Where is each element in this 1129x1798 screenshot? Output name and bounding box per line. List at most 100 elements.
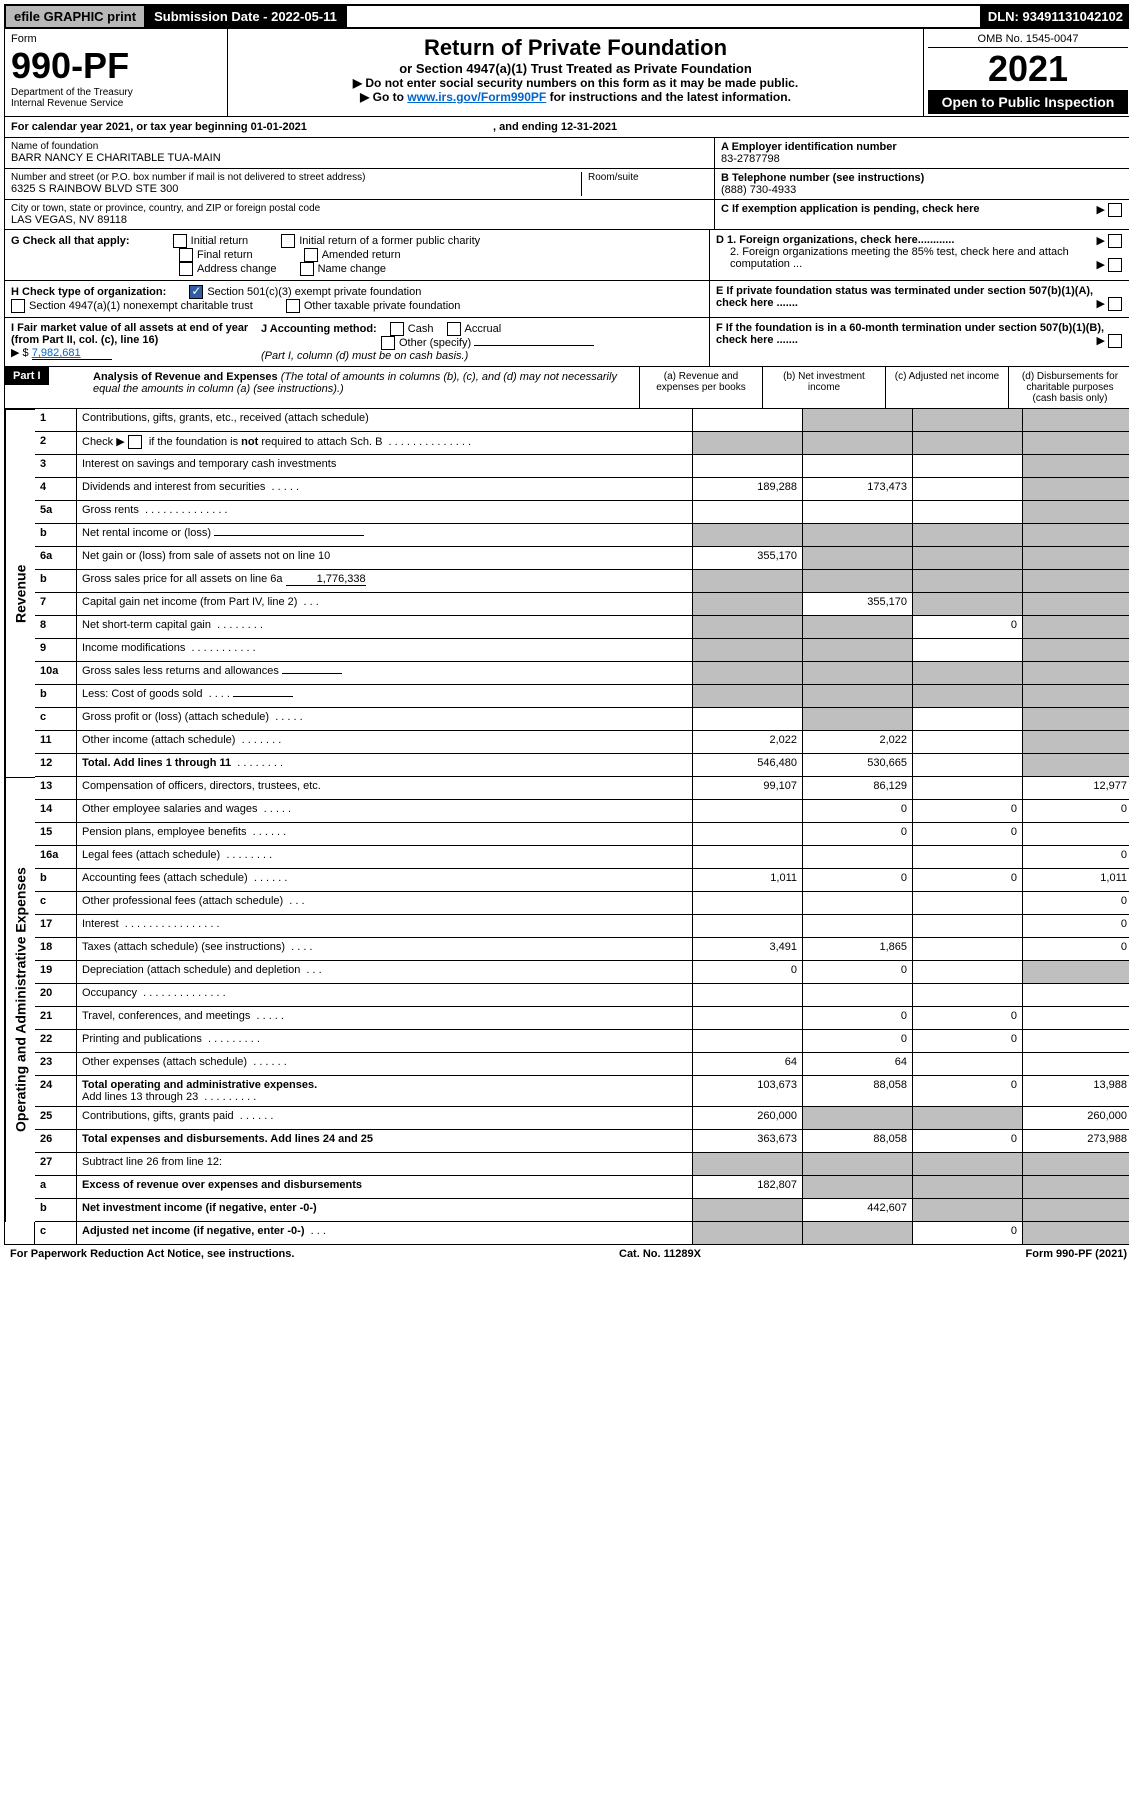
v7c — [913, 593, 1023, 616]
v6bc — [913, 570, 1023, 593]
desc-16c: Other professional fees (attach schedule… — [77, 892, 693, 915]
v15d — [1023, 823, 1129, 846]
form-subtitle: or Section 4947(a)(1) Trust Treated as P… — [238, 61, 913, 76]
desc-27a: Excess of revenue over expenses and disb… — [77, 1176, 693, 1199]
v25a: 260,000 — [693, 1107, 803, 1130]
v16bd: 1,011 — [1023, 869, 1129, 892]
v27ac — [913, 1176, 1023, 1199]
v4a: 189,288 — [693, 478, 803, 501]
c-checkbox[interactable] — [1108, 203, 1122, 217]
v7a — [693, 593, 803, 616]
ln-27: 27 — [35, 1153, 77, 1176]
v22c: 0 — [913, 1030, 1023, 1053]
desc-19: Depreciation (attach schedule) and deple… — [77, 961, 693, 984]
j-cash-checkbox[interactable] — [390, 322, 404, 336]
v27ba — [693, 1199, 803, 1222]
i-value-link[interactable]: 7,982,681 — [32, 347, 112, 360]
v27bd — [1023, 1199, 1129, 1222]
v20c — [913, 984, 1023, 1007]
efile-print-button[interactable]: efile GRAPHIC print — [6, 6, 146, 27]
v16cd: 0 — [1023, 892, 1129, 915]
h-501c3-checkbox[interactable] — [189, 285, 203, 299]
desc-13: Compensation of officers, directors, tru… — [77, 777, 693, 800]
page-footer: For Paperwork Reduction Act Notice, see … — [4, 1245, 1129, 1263]
name-label: Name of foundation — [11, 141, 708, 152]
form-link[interactable]: www.irs.gov/Form990PF — [407, 90, 546, 104]
dept-label: Department of the Treasury — [11, 87, 221, 98]
desc-10c: Gross profit or (loss) (attach schedule)… — [77, 708, 693, 731]
ln-16b: b — [35, 869, 77, 892]
v6ad — [1023, 547, 1129, 570]
g-address-checkbox[interactable] — [179, 262, 193, 276]
h-4947-checkbox[interactable] — [11, 299, 25, 313]
v27cd — [1023, 1222, 1129, 1245]
d1-label: D 1. Foreign organizations, check here..… — [716, 234, 954, 246]
header-left: Form 990-PF Department of the Treasury I… — [5, 29, 228, 116]
irs-label: Internal Revenue Service — [11, 98, 221, 109]
v16ba: 1,011 — [693, 869, 803, 892]
d1-checkbox[interactable] — [1108, 234, 1122, 248]
v18c — [913, 938, 1023, 961]
g-opt-3: Amended return — [322, 249, 401, 261]
main-table: Revenue 1Contributions, gifts, grants, e… — [4, 409, 1129, 1245]
v11b: 2,022 — [803, 731, 913, 754]
v12b: 530,665 — [803, 754, 913, 777]
addr-cell: Number and street (or P.O. box number if… — [5, 169, 715, 200]
j-other-checkbox[interactable] — [381, 336, 395, 350]
v19a: 0 — [693, 961, 803, 984]
col-b: (b) Net investment income — [762, 367, 885, 408]
v14a — [693, 800, 803, 823]
line2-checkbox[interactable] — [128, 435, 142, 449]
ln-23: 23 — [35, 1053, 77, 1076]
v18b: 1,865 — [803, 938, 913, 961]
v16bb: 0 — [803, 869, 913, 892]
v23d — [1023, 1053, 1129, 1076]
e-checkbox[interactable] — [1108, 297, 1122, 311]
v17b — [803, 915, 913, 938]
room-label: Room/suite — [588, 172, 708, 183]
g-name-checkbox[interactable] — [300, 262, 314, 276]
g-amended-checkbox[interactable] — [304, 248, 318, 262]
instruction-2: ▶ Go to www.irs.gov/Form990PF for instru… — [238, 90, 913, 104]
v27aa: 182,807 — [693, 1176, 803, 1199]
f-checkbox[interactable] — [1108, 334, 1122, 348]
top-bar: efile GRAPHIC print Submission Date - 20… — [4, 4, 1129, 29]
v20d — [1023, 984, 1129, 1007]
desc-9: Income modifications . . . . . . . . . .… — [77, 639, 693, 662]
g-opt-2: Final return — [197, 249, 253, 261]
col-c: (c) Adjusted net income — [885, 367, 1008, 408]
j-note: (Part I, column (d) must be on cash basi… — [261, 350, 468, 362]
v26d: 273,988 — [1023, 1130, 1129, 1153]
col-d: (d) Disbursements for charitable purpose… — [1008, 367, 1129, 408]
addr-label: Number and street (or P.O. box number if… — [11, 172, 581, 183]
v22d — [1023, 1030, 1129, 1053]
ln-8: 8 — [35, 616, 77, 639]
ln-9: 9 — [35, 639, 77, 662]
v1d — [1023, 409, 1129, 432]
v6ac — [913, 547, 1023, 570]
submission-date: Submission Date - 2022-05-11 — [146, 6, 347, 27]
g-final-checkbox[interactable] — [179, 248, 193, 262]
ln-6b: b — [35, 570, 77, 593]
desc-1: Contributions, gifts, grants, etc., rece… — [77, 409, 693, 432]
v14d: 0 — [1023, 800, 1129, 823]
v10aa — [693, 662, 803, 685]
ln-25: 25 — [35, 1107, 77, 1130]
h-other-checkbox[interactable] — [286, 299, 300, 313]
desc-23: Other expenses (attach schedule) . . . .… — [77, 1053, 693, 1076]
d2-checkbox[interactable] — [1108, 258, 1122, 272]
identity-section: Name of foundation BARR NANCY E CHARITAB… — [4, 138, 1129, 230]
v27ab — [803, 1176, 913, 1199]
form-title: Return of Private Foundation — [238, 35, 913, 61]
header-center: Return of Private Foundation or Section … — [228, 29, 923, 116]
ln-6a: 6a — [35, 547, 77, 570]
g-initial-checkbox[interactable] — [173, 234, 187, 248]
g-initial-former-checkbox[interactable] — [281, 234, 295, 248]
ln-11: 11 — [35, 731, 77, 754]
v1a — [693, 409, 803, 432]
phone-cell: B Telephone number (see instructions) (8… — [715, 169, 1129, 200]
h-opt3: Other taxable private foundation — [304, 300, 461, 312]
j-accrual-checkbox[interactable] — [447, 322, 461, 336]
form-ref: Form 990-PF (2021) — [1026, 1248, 1127, 1260]
j-label: J Accounting method: — [261, 323, 377, 335]
